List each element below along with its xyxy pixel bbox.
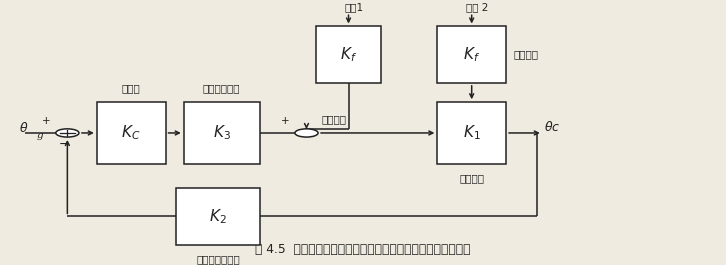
Text: +: + <box>42 116 51 126</box>
Text: 空调房间: 空调房间 <box>459 173 484 183</box>
Text: 干球温度传感器: 干球温度传感器 <box>196 254 240 264</box>
Text: $K_C$: $K_C$ <box>121 123 141 142</box>
Text: 图 4.5  新式恒温恒湿空调系统夏季模式室内温度控制系统框图: 图 4.5 新式恒温恒湿空调系统夏季模式室内温度控制系统框图 <box>256 243 470 256</box>
Text: $K_1$: $K_1$ <box>463 123 481 142</box>
Text: 干扚通道: 干扚通道 <box>513 50 539 60</box>
Text: 混合风表冷器: 混合风表冷器 <box>203 83 240 93</box>
Text: $K_f$: $K_f$ <box>463 45 480 64</box>
Text: +: + <box>281 116 290 126</box>
Text: 干扚通道: 干扚通道 <box>322 114 347 124</box>
FancyBboxPatch shape <box>97 102 166 164</box>
Text: $K_3$: $K_3$ <box>213 123 231 142</box>
Text: $\theta$: $\theta$ <box>19 121 28 135</box>
FancyBboxPatch shape <box>316 26 381 83</box>
FancyBboxPatch shape <box>176 188 260 245</box>
FancyBboxPatch shape <box>437 102 506 164</box>
FancyBboxPatch shape <box>184 102 260 164</box>
Circle shape <box>56 129 79 137</box>
Text: 干扚1: 干扚1 <box>345 2 364 12</box>
FancyBboxPatch shape <box>437 26 506 83</box>
Text: $K_f$: $K_f$ <box>340 45 357 64</box>
Text: $\theta c$: $\theta c$ <box>544 120 560 134</box>
Text: g: g <box>37 131 44 140</box>
Text: 干扚 2: 干扚 2 <box>466 2 489 12</box>
Text: 调节器: 调节器 <box>122 83 141 93</box>
Text: $K_2$: $K_2$ <box>209 207 227 226</box>
Circle shape <box>295 129 318 137</box>
Text: −: − <box>59 138 69 151</box>
